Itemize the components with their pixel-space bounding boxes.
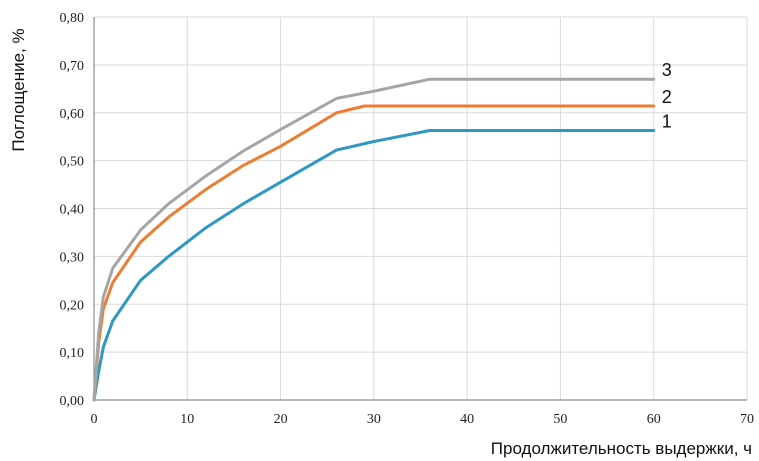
series-line-1	[92, 129, 656, 402]
series-line-2	[92, 104, 656, 402]
y-tick-label: 0,50	[60, 155, 85, 170]
x-tick-label: 30	[367, 412, 381, 427]
y-tick-label: 0,60	[60, 107, 85, 122]
label-layer: 1 2 3	[662, 60, 672, 131]
series-label-3: 3	[662, 60, 672, 80]
y-tick-label: 0,70	[60, 59, 85, 74]
y-tick-label: 0,30	[60, 250, 85, 265]
x-tick-label: 70	[740, 412, 754, 427]
y-tick-label: 0,80	[60, 11, 85, 26]
x-tick-label: 50	[553, 412, 567, 427]
y-axis-title: Поглощение, %	[9, 28, 28, 151]
x-tick-label: 0	[91, 412, 98, 427]
x-tick-label: 10	[180, 412, 194, 427]
series-line-3	[92, 77, 656, 402]
series-label-2: 2	[662, 87, 672, 107]
x-tick-label: 20	[274, 412, 288, 427]
y-tick-label: 0,40	[60, 203, 85, 218]
x-tick-label: 60	[647, 412, 661, 427]
series-label-1: 1	[662, 111, 672, 131]
grid-layer	[94, 16, 748, 400]
y-tick-label: 0,00	[60, 394, 85, 409]
y-tick-label: 0,10	[60, 346, 85, 361]
x-tick-label: 40	[460, 412, 474, 427]
axis-layer: 0,00 0,10 0,20 0,30 0,40 0,50 0,60 0,70 0,80 0 10 2…	[60, 11, 755, 427]
x-axis-title: Продолжительность выдержки, ч	[491, 439, 752, 458]
series-layer	[92, 77, 656, 402]
y-tick-label: 0,20	[60, 298, 85, 313]
